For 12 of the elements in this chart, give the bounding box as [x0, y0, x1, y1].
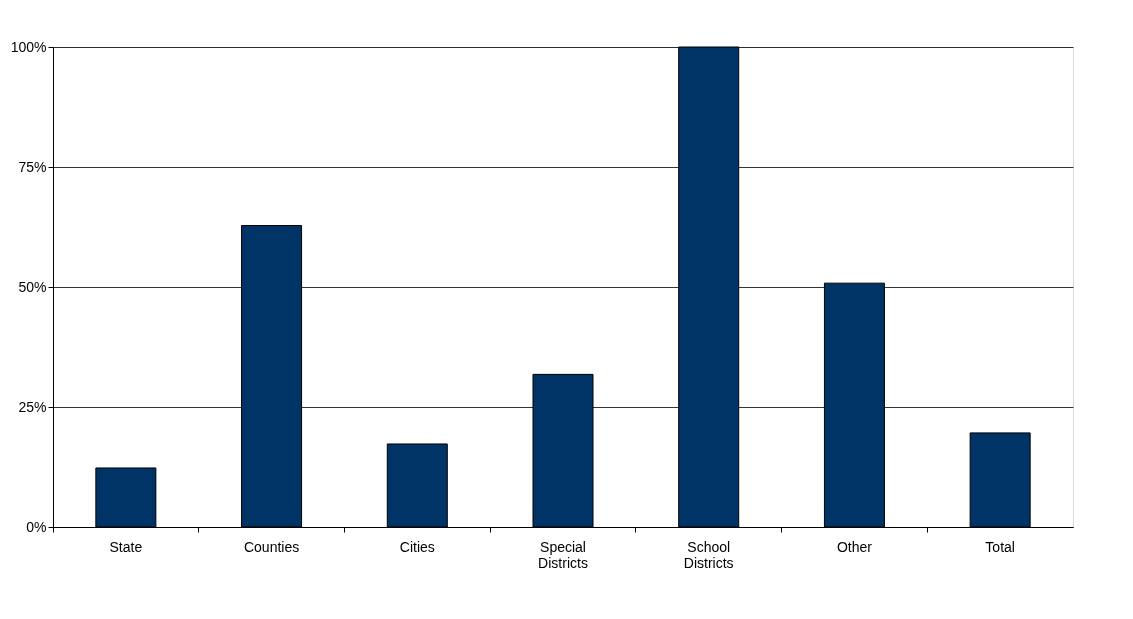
x-tick-label: Counties — [243, 538, 300, 555]
x-tick-label: State — [109, 538, 143, 555]
y-tick-label: 100% — [10, 38, 47, 55]
x-tick-label: Cities — [399, 538, 435, 555]
y-tick-label: 50% — [18, 278, 47, 295]
x-tick-label: Other — [836, 538, 873, 555]
x-tick-label: Total — [985, 538, 1015, 555]
x-tick-label: Special Districts — [538, 538, 588, 571]
y-tick-label: 75% — [18, 158, 47, 175]
y-tick-label: 0% — [26, 518, 47, 535]
y-tick-label: 25% — [18, 398, 47, 415]
x-tick-label: School Districts — [683, 538, 734, 571]
